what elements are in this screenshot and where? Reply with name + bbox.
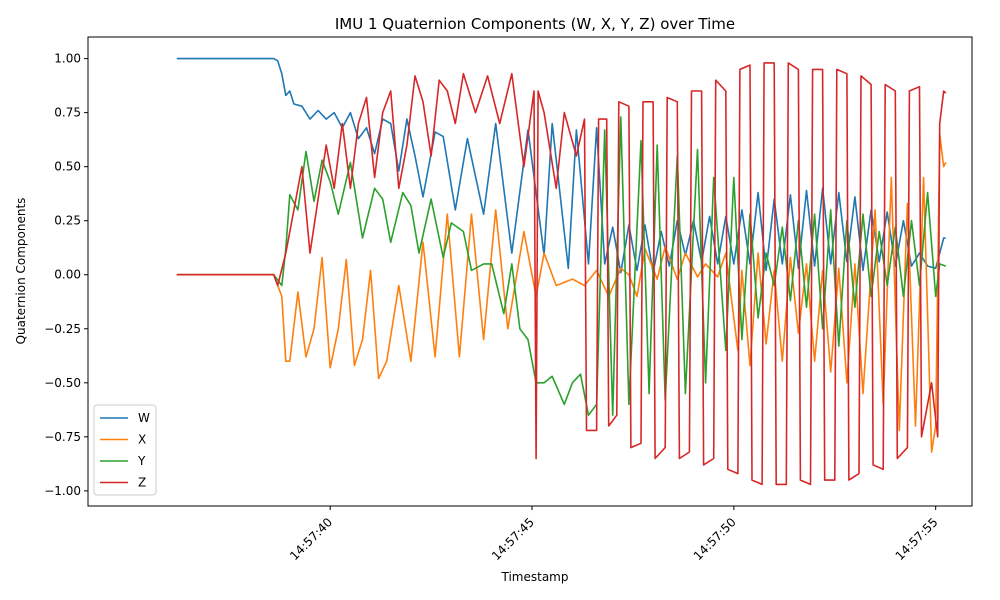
y-axis: −1.00 −0.75 −0.50 −0.25 0.00 0.25 0.50 0.75 1.00 bbox=[44, 52, 88, 498]
plot-area-frame bbox=[87, 36, 973, 507]
y-tick-label: 0.75 bbox=[54, 106, 81, 120]
legend-label-x: X bbox=[138, 433, 146, 447]
y-tick-label: −0.25 bbox=[44, 322, 81, 336]
y-tick-label: 0.50 bbox=[54, 160, 81, 174]
y-tick-label: 1.00 bbox=[54, 52, 81, 66]
x-tick-label: 14:57:45 bbox=[489, 515, 537, 563]
series-line-x bbox=[176, 133, 947, 453]
y-tick-label: −0.50 bbox=[44, 376, 81, 390]
y-tick-label: −0.75 bbox=[44, 430, 81, 444]
y-axis-label: Quaternion Components bbox=[14, 198, 28, 345]
series-line-y bbox=[176, 116, 947, 416]
x-tick-label: 14:57:50 bbox=[691, 515, 739, 563]
chart-title: IMU 1 Quaternion Components (W, X, Y, Z)… bbox=[335, 15, 735, 33]
legend-box bbox=[93, 404, 157, 496]
series-line-w bbox=[176, 57, 946, 274]
legend-label-z: Z bbox=[138, 476, 146, 490]
y-tick-label: 0.00 bbox=[54, 268, 81, 282]
x-tick-label: 14:57:55 bbox=[893, 515, 941, 563]
y-tick-label: −1.00 bbox=[44, 484, 81, 498]
x-axis-label: Timestamp bbox=[501, 570, 569, 584]
x-axis: 14:57:40 14:57:45 14:57:50 14:57:55 bbox=[287, 506, 941, 563]
y-tick-label: 0.25 bbox=[54, 214, 81, 228]
legend-label-w: W bbox=[138, 411, 150, 425]
series-line-z bbox=[176, 62, 947, 486]
series-layer bbox=[176, 57, 947, 486]
x-tick-label: 14:57:40 bbox=[287, 515, 335, 563]
legend-label-y: Y bbox=[137, 454, 146, 468]
